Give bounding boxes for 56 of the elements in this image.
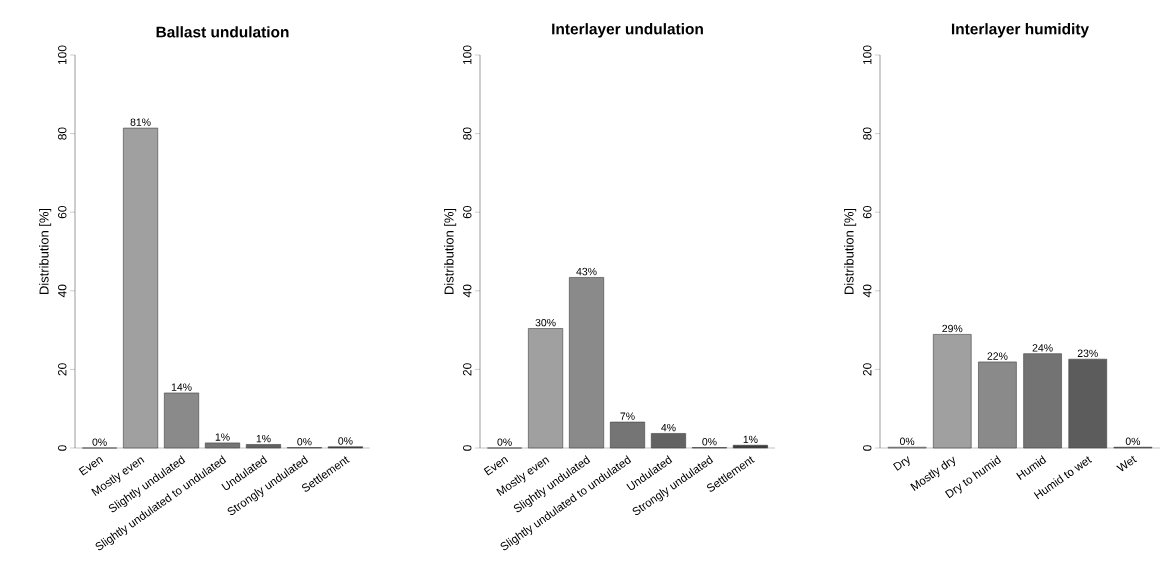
- data-label: 0%: [497, 438, 512, 446]
- y-tick-label: 100: [463, 45, 472, 65]
- data-label: 81%: [130, 118, 151, 126]
- data-label: 14%: [171, 383, 192, 391]
- y-tick-label: 100: [58, 45, 67, 65]
- data-label: 4%: [661, 423, 676, 432]
- bar: [978, 361, 1017, 449]
- y-tick-label: 20: [863, 363, 872, 376]
- data-label: 0%: [702, 438, 717, 446]
- chart-title: Interlayer humidity: [951, 23, 1089, 38]
- data-label: 1%: [215, 433, 230, 441]
- data-label: 23%: [1077, 349, 1098, 357]
- y-tick-label: 0: [58, 445, 67, 451]
- data-label: 43%: [576, 267, 597, 276]
- y-tick-label: 100: [863, 45, 872, 65]
- bar: [569, 277, 605, 449]
- x-tick-label: Wet: [1116, 455, 1138, 472]
- y-tick-label: 80: [863, 127, 872, 140]
- bar: [164, 392, 200, 449]
- y-tick-label: 40: [463, 284, 472, 298]
- y-tick-label: 60: [58, 206, 67, 219]
- data-label: 30%: [535, 318, 556, 327]
- data-label: 7%: [620, 412, 635, 420]
- data-label: 0%: [92, 438, 107, 446]
- data-label: 24%: [1032, 344, 1053, 352]
- bar: [732, 444, 768, 449]
- y-axis-title: Distribution [%]: [39, 208, 52, 294]
- data-label: 29%: [942, 324, 963, 333]
- bar: [204, 442, 241, 449]
- chart-title: Ballast undulation: [156, 26, 289, 38]
- bar: [610, 421, 646, 449]
- bar: [1023, 353, 1062, 449]
- bar: [528, 328, 564, 449]
- y-tick-label: 40: [58, 284, 67, 298]
- data-label: 0%: [1125, 437, 1141, 446]
- data-label: 0%: [338, 437, 353, 445]
- y-tick-label: 80: [463, 127, 472, 140]
- y-tick-label: 20: [58, 363, 67, 376]
- data-label: 0%: [899, 437, 915, 446]
- bar: [123, 127, 159, 449]
- y-tick-label: 0: [863, 445, 872, 451]
- bar: [933, 334, 972, 449]
- y-axis-title: Distribution [%]: [444, 208, 457, 294]
- data-label: 1%: [256, 434, 271, 443]
- y-tick-label: 20: [463, 363, 472, 376]
- y-tick-label: 0: [463, 445, 472, 451]
- y-tick-label: 60: [863, 206, 872, 219]
- data-label: 1%: [743, 435, 758, 444]
- x-tick-label: Dry: [892, 456, 910, 471]
- data-label: 0%: [297, 438, 312, 446]
- y-tick-label: 40: [863, 284, 872, 298]
- y-tick-label: 80: [58, 127, 67, 140]
- data-label: 22%: [987, 352, 1008, 360]
- y-axis-title: Distribution [%]: [844, 208, 857, 294]
- y-tick-label: 60: [463, 206, 472, 219]
- chart-title: Interlayer undulation: [552, 23, 703, 38]
